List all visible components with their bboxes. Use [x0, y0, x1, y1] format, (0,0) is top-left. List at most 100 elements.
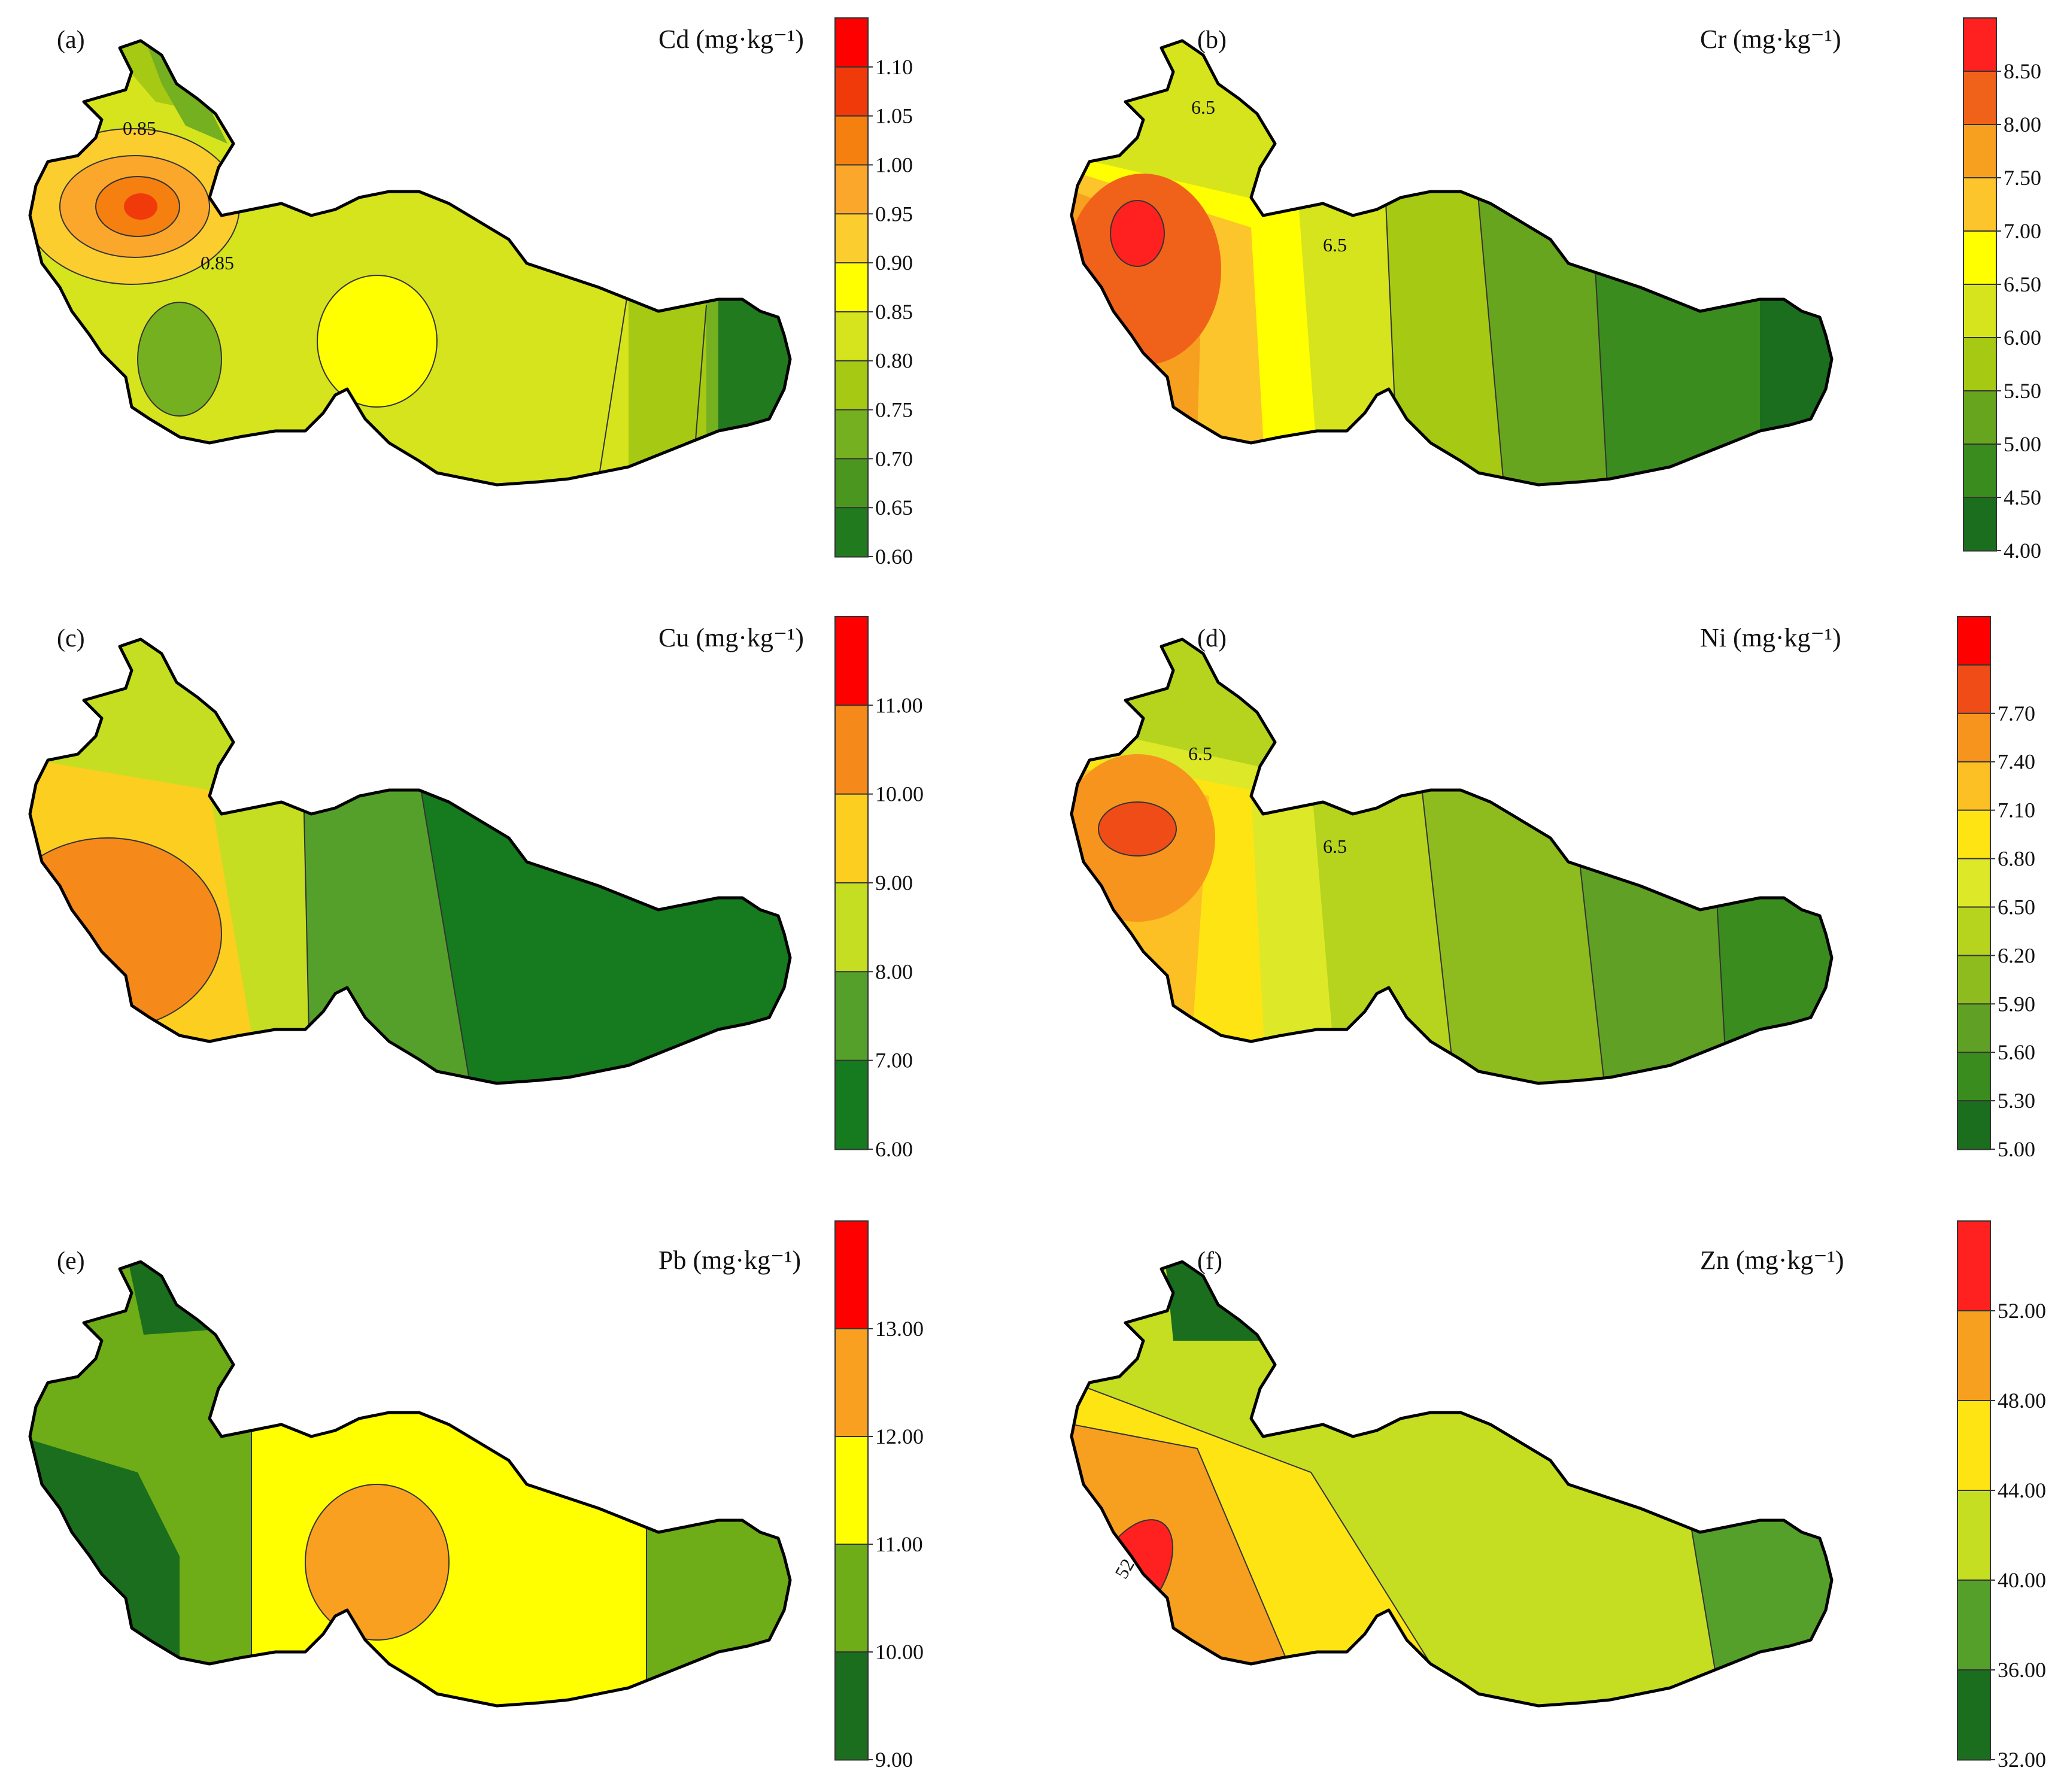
- contour-map: [1072, 1262, 1832, 1706]
- legend-title: Cr (mg·kg⁻¹): [1700, 25, 1841, 54]
- colorbar-tick-label: 4.50: [2004, 485, 2041, 509]
- colorbar-swatch: [834, 1544, 869, 1653]
- colorbar-swatch: [834, 311, 869, 362]
- contour-map: [1072, 41, 1832, 485]
- colorbar-tick-label: 9.00: [875, 871, 913, 895]
- legend-unit: (mg·kg⁻¹): [1733, 623, 1841, 652]
- colorbar-tick-label: 5.50: [2004, 379, 2041, 403]
- legend-unit: (mg·kg⁻¹): [696, 623, 804, 652]
- colorbar-tick-label: 5.00: [1998, 1137, 2035, 1161]
- colorbar-swatch: [834, 458, 869, 509]
- zone-7.70-max: [1098, 802, 1176, 856]
- panel-label: (e): [57, 1247, 85, 1275]
- colorbar-tick-label: 9.00: [875, 1748, 913, 1772]
- colorbar-swatch: [1957, 1310, 1991, 1402]
- contour-map: [1072, 639, 1832, 1083]
- colorbar-tick-label: 0.65: [875, 496, 913, 520]
- colorbar-tick-label: 8.00: [2004, 113, 2041, 136]
- colorbar-swatch: [834, 164, 869, 215]
- panel-c: (c) Cu (mg·kg⁻¹) 11.00 10.00 9.00 8.00 7.00 6…: [0, 616, 924, 1161]
- isoline: [59, 155, 210, 258]
- contour-label: 6.5: [1323, 234, 1347, 256]
- zone-12.00-13.00: [305, 1484, 449, 1640]
- legend-title: Cd (mg·kg⁻¹): [658, 25, 804, 54]
- legend-unit: (mg·kg⁻¹): [1736, 1246, 1844, 1275]
- colorbar-swatch: [1957, 1003, 1991, 1053]
- colorbar-swatch: [1957, 955, 1991, 1005]
- colorbar-tick-label: 36.00: [1998, 1658, 2046, 1682]
- isoline: [1110, 200, 1165, 267]
- colorbar-tick-label: 0.75: [875, 398, 913, 422]
- colorbar-swatch: [1957, 1220, 1991, 1312]
- colorbar-tick-label: 5.90: [1998, 992, 2035, 1016]
- colorbar-tick-label: 7.40: [1998, 750, 2035, 774]
- zone-11.00-12.00: [251, 1262, 646, 1706]
- colorbar-swatch: [1963, 230, 1997, 285]
- colorbar-swatch: [834, 360, 869, 411]
- colorbar-tick-label: 0.90: [875, 251, 913, 275]
- colorbar-tick-label: 0.95: [875, 202, 913, 226]
- colorbar-swatch: [1957, 1490, 1991, 1581]
- colorbar-swatch: [834, 66, 869, 117]
- colorbar-tick-label: 6.00: [2004, 326, 2041, 350]
- legend-title: Zn (mg·kg⁻¹): [1700, 1246, 1844, 1275]
- colorbar-swatch: [1957, 906, 1991, 956]
- colorbar: 11.00 10.00 9.00 8.00 7.00 6.00: [834, 616, 924, 1161]
- colorbar-swatch: [1963, 124, 1997, 179]
- panel-label: (a): [57, 26, 85, 54]
- panel-f: (f) 52 Zn (mg·kg⁻¹) 52.0048.0044.0040.00…: [1042, 1220, 2046, 1772]
- colorbar-swatch: [1963, 284, 1997, 339]
- panel-b: (b) 6.5 6.5 Cr (mg·kg⁻¹) 8.50 8.00 7.50 7.0…: [1042, 17, 2041, 563]
- colorbar-swatch: [1957, 664, 1991, 715]
- colorbar-swatch: [834, 213, 869, 264]
- contour-label: 0.85: [123, 117, 156, 139]
- panel-a: (a) 0.85 0.85 Cd (mg·kg⁻¹) 1.101.051: [0, 17, 913, 569]
- legend-title: Ni (mg·kg⁻¹): [1700, 623, 1841, 652]
- colorbar-tick-label: 6.50: [1998, 895, 2035, 919]
- colorbar-swatch: [1963, 497, 1997, 552]
- colorbar-swatch: [1957, 1580, 1991, 1671]
- colorbar: 8.50 8.00 7.50 7.00 6.50 6.00 5.50 5.00 4.50 4.00: [1963, 17, 2041, 563]
- contour-map: [30, 1262, 790, 1706]
- colorbar-swatch: [834, 262, 869, 313]
- colorbar-tick-label: 1.05: [875, 104, 913, 128]
- legend-element: Pb: [658, 1246, 686, 1275]
- colorbar-tick-label: 7.70: [1998, 701, 2035, 725]
- colorbar-tick-label: 48.00: [1998, 1389, 2046, 1413]
- legend-element: Cr: [1700, 25, 1726, 54]
- colorbar-swatch: [1963, 337, 1997, 392]
- legend-unit: (mg·kg⁻¹): [696, 25, 804, 54]
- legend-element: Zn: [1700, 1246, 1729, 1275]
- colorbar-tick-label: 4.00: [2004, 539, 2041, 563]
- colorbar: 1.10 1.05 1.00 0.95 0.90 0.85 0.80 0.75 0.70 0.65…: [834, 17, 913, 569]
- colorbar-swatch: [834, 1651, 869, 1761]
- colorbar-tick-label: 6.50: [2004, 272, 2041, 296]
- colorbar-swatch: [1963, 177, 1997, 232]
- isoline: [1699, 639, 1731, 1083]
- colorbar-tick-label: 13.00: [875, 1317, 924, 1341]
- colorbar-tick-label: 10.00: [875, 782, 924, 806]
- contour-label: 6.5: [1191, 96, 1215, 118]
- isoline: [694, 305, 707, 455]
- zone-32.00-36.00-north: [1161, 1262, 1269, 1341]
- colorbar-swatch: [1957, 809, 1991, 860]
- contour-map: [30, 639, 790, 1083]
- colorbar-swatch: [834, 882, 869, 973]
- legend-unit: (mg·kg⁻¹): [1733, 25, 1841, 54]
- colorbar-tick-label: 52.00: [1998, 1299, 2046, 1323]
- colorbar-swatch: [834, 409, 869, 460]
- panel-label: (c): [57, 625, 85, 652]
- colorbar-tick-label: 44.00: [1998, 1478, 2046, 1502]
- contour-label: 6.5: [1188, 743, 1212, 764]
- colorbar-tick-label: 1.10: [875, 55, 913, 79]
- colorbar-swatch: [1957, 858, 1991, 908]
- colorbar-swatch: [834, 1436, 869, 1545]
- colorbar-swatch: [834, 616, 869, 706]
- colorbar-swatch: [1957, 1400, 1991, 1492]
- isoline: [317, 275, 438, 408]
- panel-d: (d) 6.5 6.5 Ni (mg·kg⁻¹) 7.70 7.40 7.10 6.8…: [1042, 616, 2035, 1161]
- zone-8.50-max: [1110, 201, 1164, 266]
- colorbar-swatch: [834, 1059, 869, 1150]
- legend-title: Pb (mg·kg⁻¹): [658, 1246, 801, 1275]
- isoline: [305, 1484, 450, 1641]
